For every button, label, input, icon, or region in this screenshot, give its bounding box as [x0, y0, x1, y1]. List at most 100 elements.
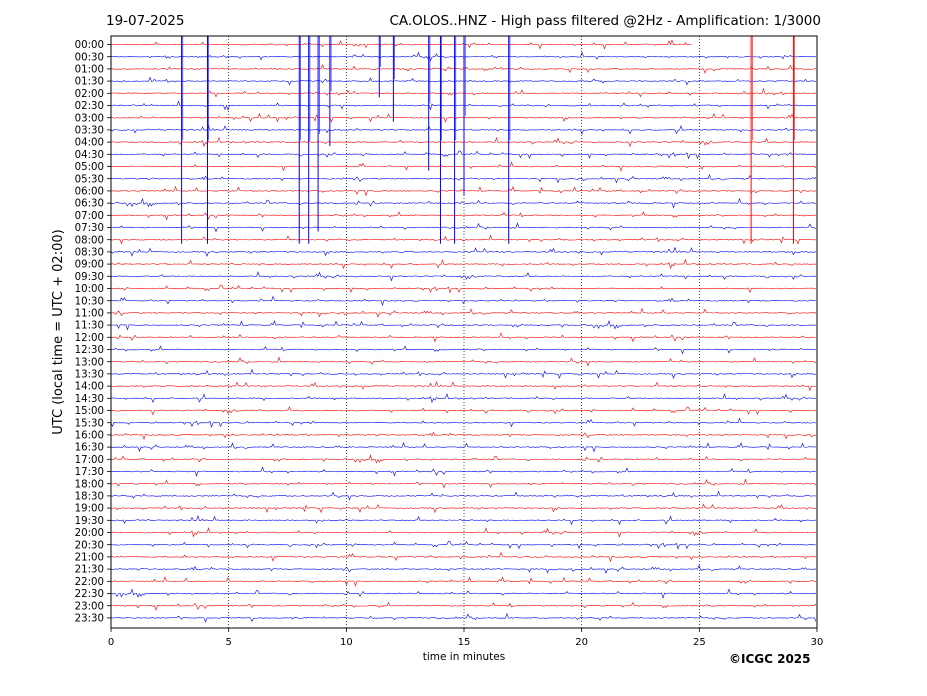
trace-row-2000	[110, 527, 817, 538]
trace-row-0630	[110, 197, 817, 209]
y-tick-label: 00:00	[75, 40, 104, 51]
trace-row-2230	[110, 588, 817, 599]
y-tick-label: 02:00	[75, 89, 104, 100]
y-tick-label: 03:30	[75, 126, 104, 137]
trace-row-0930	[110, 271, 817, 282]
y-tick-label: 11:30	[75, 321, 104, 332]
x-tick-label: 15	[458, 637, 471, 648]
y-tick-label: 01:00	[75, 65, 104, 76]
y-tick-label: 17:00	[75, 455, 104, 466]
trace-row-1230	[110, 345, 817, 355]
trace-row-1200	[110, 332, 817, 343]
y-tick-label: 22:00	[75, 577, 104, 588]
trace-row-0000	[110, 39, 692, 50]
y-tick-label: 05:30	[75, 174, 104, 185]
y-tick-label: 16:30	[75, 443, 104, 454]
large-events	[181, 36, 795, 244]
y-tick-label: 13:30	[75, 370, 104, 381]
y-tick-label: 17:30	[75, 467, 104, 478]
trace-row-1600	[110, 431, 817, 441]
y-tick-label: 07:00	[75, 211, 104, 222]
y-tick-label: 10:00	[75, 284, 104, 295]
y-tick-label: 18:30	[75, 492, 104, 503]
x-tick-label: 20	[575, 637, 588, 648]
x-tick-label: 30	[811, 637, 824, 648]
x-tick-label: 10	[340, 637, 353, 648]
trace-row-2130	[110, 564, 817, 574]
trace-row-0730	[111, 222, 817, 233]
x-tick-label: 25	[693, 637, 706, 648]
y-tick-label: 05:00	[75, 162, 104, 173]
y-tick-label: 04:30	[75, 150, 104, 161]
trace-row-2030	[110, 540, 817, 550]
trace-row-0900	[110, 258, 817, 270]
y-tick-label: 02:30	[75, 101, 104, 112]
y-tick-label: 04:00	[75, 138, 104, 149]
trace-row-1400	[110, 380, 817, 392]
trace-row-1830	[110, 490, 817, 501]
trace-row-1030	[110, 295, 817, 307]
trace-row-2100	[110, 551, 817, 563]
trace-row-1800	[110, 478, 817, 489]
y-tick-label: 12:30	[75, 345, 104, 356]
y-tick-label: 06:30	[75, 199, 104, 210]
y-tick-label: 16:00	[75, 431, 104, 442]
trace-row-0700	[110, 211, 817, 221]
trace-row-1530	[110, 417, 817, 428]
y-tick-label: 22:30	[75, 589, 104, 600]
trace-row-1430	[110, 392, 817, 404]
y-tick-label: 08:30	[75, 248, 104, 259]
copyright-text: ©ICGC 2025	[729, 652, 811, 666]
y-tick-label: 23:30	[75, 614, 104, 625]
y-tick-label: 14:00	[75, 382, 104, 393]
x-axis-ticks: 0 5 10 15 20 25 30	[108, 628, 824, 648]
y-tick-label: 03:00	[75, 113, 104, 124]
y-axis-label: UTC (local time = UTC + 02:00)	[51, 229, 66, 434]
trace-row-1700	[110, 454, 817, 464]
trace-row-1330	[110, 368, 817, 379]
trace-row-0830	[110, 246, 817, 257]
y-tick-label: 14:30	[75, 394, 104, 405]
trace-row-1930	[110, 515, 817, 526]
y-tick-label: 23:00	[75, 601, 104, 612]
y-tick-label: 18:00	[75, 479, 104, 490]
trace-row-2300	[110, 601, 817, 611]
y-tick-label: 19:00	[75, 504, 104, 515]
trace-row-2330	[110, 612, 817, 623]
y-tick-label: 20:00	[75, 528, 104, 539]
trace-row-1100	[110, 307, 817, 318]
x-tick-label: 0	[108, 637, 114, 648]
y-tick-label: 13:00	[75, 357, 104, 368]
y-tick-label: 01:30	[75, 77, 104, 88]
y-tick-label: 08:00	[75, 235, 104, 246]
chart-date: 19-07-2025	[106, 13, 184, 29]
trace-row-0800	[110, 234, 817, 245]
trace-row-1130	[110, 319, 817, 331]
y-tick-label: 21:00	[75, 553, 104, 564]
y-tick-label: 20:30	[75, 540, 104, 551]
x-tick-label: 5	[225, 637, 231, 648]
trace-row-1900	[110, 503, 817, 514]
y-tick-label: 15:00	[75, 406, 104, 417]
trace-row-1000	[110, 284, 817, 294]
trace-row-1630	[110, 441, 817, 453]
trace-row-2200	[110, 576, 816, 587]
y-tick-label: 15:30	[75, 418, 104, 429]
y-tick-label: 12:00	[75, 333, 104, 344]
y-tick-label: 00:30	[75, 52, 104, 63]
trace-row-1500	[110, 406, 817, 416]
y-tick-label: 11:00	[75, 309, 104, 320]
y-tick-label: 10:30	[75, 296, 104, 307]
y-tick-label: 09:00	[75, 260, 104, 271]
trace-row-1730	[110, 466, 817, 477]
y-tick-label: 19:30	[75, 516, 104, 527]
chart-title: CA.OLOS..HNZ - High pass filtered @2Hz -…	[389, 13, 821, 29]
y-tick-label: 09:30	[75, 272, 104, 283]
y-tick-label: 06:00	[75, 187, 104, 198]
y-tick-label: 21:30	[75, 565, 104, 576]
x-axis-label: time in minutes	[423, 651, 505, 663]
y-tick-label: 07:30	[75, 223, 104, 234]
trace-row-1300	[110, 356, 817, 367]
